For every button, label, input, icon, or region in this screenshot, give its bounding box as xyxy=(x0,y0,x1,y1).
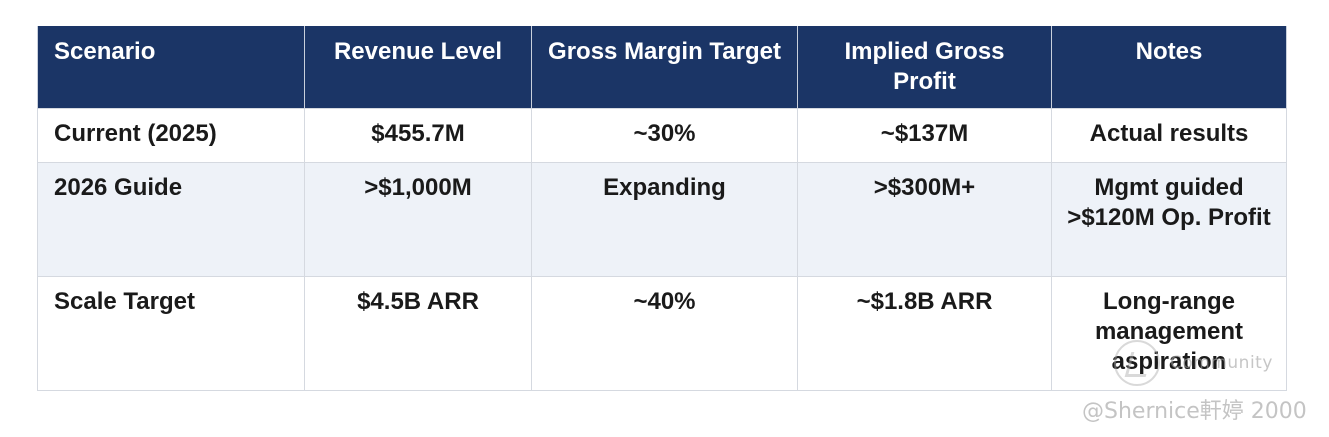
cell-margin: ~30% xyxy=(531,107,798,163)
cell-revenue: >$1,000M xyxy=(304,161,532,277)
watermark-handle-text: @Shernice軒婷 2000 xyxy=(1082,399,1307,424)
table-row: Current (2025) $455.7M ~30% ~$137M Actua… xyxy=(37,107,1287,163)
header-notes: Notes xyxy=(1051,26,1287,108)
cell-margin: ~40% xyxy=(531,275,798,391)
cell-scenario: Scale Target xyxy=(37,275,305,391)
header-implied-gross-profit: Implied Gross Profit xyxy=(797,26,1052,108)
scenario-table: Scenario Revenue Level Gross Margin Targ… xyxy=(37,26,1287,391)
watermark-community-text: Community xyxy=(1170,353,1273,373)
cell-revenue: $4.5B ARR xyxy=(304,275,532,391)
header-gross-margin-target: Gross Margin Target xyxy=(531,26,798,108)
header-revenue-level: Revenue Level xyxy=(304,26,532,108)
watermark-logo-icon xyxy=(1114,340,1160,386)
cell-profit: ~$137M xyxy=(797,107,1052,163)
cell-profit: ~$1.8B ARR xyxy=(797,275,1052,391)
cell-scenario: 2026 Guide xyxy=(37,161,305,277)
table-header-row: Scenario Revenue Level Gross Margin Targ… xyxy=(37,26,1287,108)
cell-scenario: Current (2025) xyxy=(37,107,305,163)
table-row: 2026 Guide >$1,000M Expanding >$300M+ Mg… xyxy=(37,161,1287,277)
table-row: Scale Target $4.5B ARR ~40% ~$1.8B ARR L… xyxy=(37,275,1287,391)
header-scenario: Scenario xyxy=(37,26,305,108)
cell-revenue: $455.7M xyxy=(304,107,532,163)
cell-margin: Expanding xyxy=(531,161,798,277)
cell-profit: >$300M+ xyxy=(797,161,1052,277)
cell-notes: Actual results xyxy=(1051,107,1287,163)
cell-notes: Mgmt guided >$120M Op. Profit xyxy=(1051,161,1287,277)
